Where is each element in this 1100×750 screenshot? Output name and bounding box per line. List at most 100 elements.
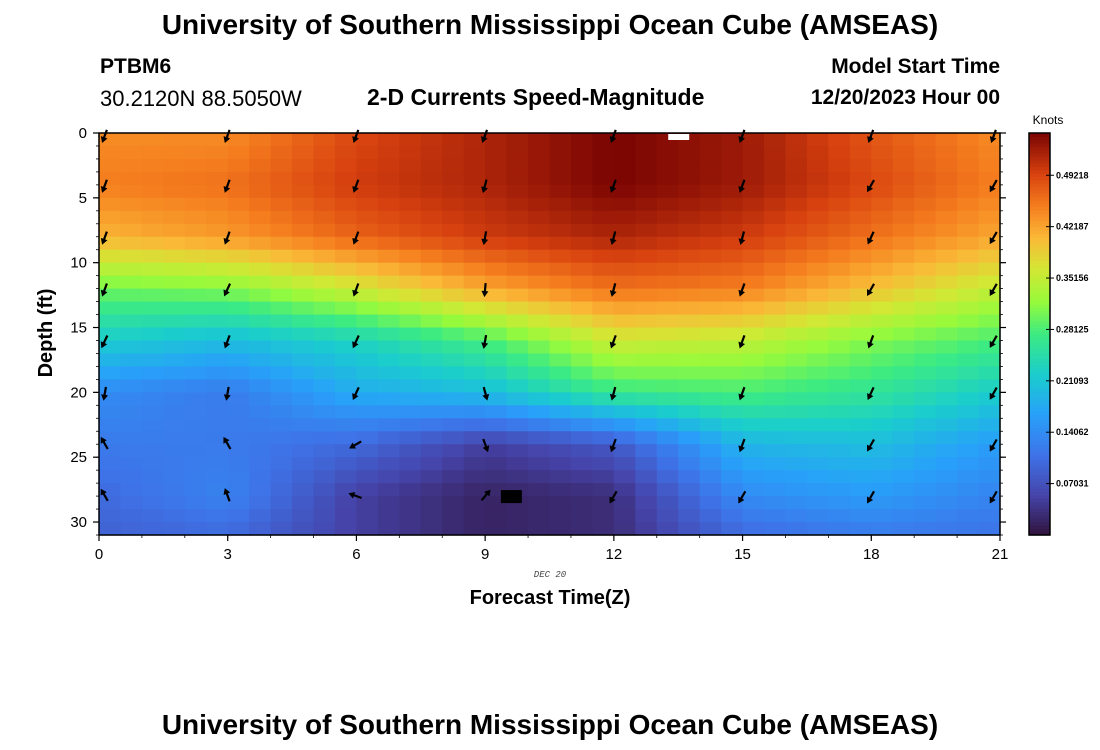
colorbar-segment — [1029, 390, 1050, 395]
heatmap-cell — [399, 496, 422, 510]
heatmap-cell — [742, 392, 765, 406]
heatmap-cell — [120, 301, 143, 316]
current-arrow — [867, 438, 875, 452]
current-arrow — [867, 231, 875, 245]
heatmap-cell — [828, 379, 851, 393]
heatmap-cell — [570, 301, 594, 316]
heatmap-cell — [227, 301, 250, 316]
heatmap-cell — [957, 145, 980, 160]
heatmap-cell — [249, 366, 272, 380]
heatmap-cell — [313, 522, 336, 536]
heatmap-cell — [699, 314, 722, 329]
heatmap-cell — [678, 210, 701, 225]
heatmap-cell — [184, 444, 207, 458]
heatmap-cell — [99, 158, 122, 173]
heatmap-cell — [270, 249, 293, 264]
heatmap-cell — [270, 171, 293, 186]
heatmap-cell — [99, 171, 122, 186]
heatmap-cell — [463, 133, 486, 147]
heatmap-cell — [914, 340, 937, 355]
heatmap-cell — [377, 249, 400, 264]
heatmap-cell — [356, 392, 379, 406]
heatmap-cell — [828, 314, 851, 329]
heatmap-cell — [892, 457, 915, 471]
heatmap-cell — [206, 444, 229, 458]
heatmap-cell — [227, 483, 250, 497]
colorbar-segment — [1029, 504, 1050, 509]
heatmap-cell — [206, 275, 229, 290]
heatmap-cell — [528, 249, 551, 264]
heatmap-cell — [871, 314, 894, 329]
heatmap-cell — [721, 418, 744, 432]
heatmap-cell — [313, 431, 336, 445]
heatmap-cell — [141, 133, 164, 147]
heatmap-cell — [356, 366, 379, 380]
colorbar-segment — [1029, 494, 1050, 499]
heatmap-cell — [99, 444, 122, 458]
colorbar-segment — [1029, 344, 1050, 348]
heatmap-cell — [420, 133, 443, 147]
heatmap-cell — [141, 236, 164, 251]
heatmap-cell — [227, 405, 250, 419]
heatmap-cell — [849, 366, 872, 380]
heatmap-cell — [764, 405, 787, 419]
heatmap-cell — [442, 418, 465, 432]
heatmap-cell — [806, 249, 829, 264]
heatmap-cell — [699, 405, 722, 419]
heatmap-cell — [506, 262, 529, 277]
heatmap-cell — [377, 522, 400, 536]
heatmap-cell — [978, 158, 1001, 173]
heatmap-cell — [742, 444, 765, 458]
heatmap-cell — [914, 223, 937, 238]
heatmap-cell — [635, 379, 658, 393]
heatmap-cell — [270, 405, 293, 419]
heatmap-cell — [699, 353, 722, 368]
heatmap-cell — [506, 457, 529, 471]
heatmap-cell — [678, 223, 701, 238]
heatmap-cell — [892, 158, 915, 173]
colorbar-segment — [1029, 303, 1050, 308]
colorbar-segment — [1029, 277, 1050, 281]
heatmap-cell — [656, 314, 679, 329]
colorbar-segment — [1029, 501, 1050, 506]
heatmap-cell — [849, 470, 872, 484]
heatmap-cell — [570, 522, 594, 536]
heatmap-cell — [313, 223, 336, 238]
colorbar-segment — [1029, 511, 1050, 516]
current-arrow — [223, 231, 231, 245]
heatmap-cell — [356, 340, 379, 355]
heatmap-cell — [957, 444, 980, 458]
heatmap-cell — [721, 405, 744, 419]
heatmap-cell — [978, 509, 1001, 523]
heatmap-cell — [270, 379, 293, 393]
heatmap-cell — [699, 340, 722, 355]
heatmap-cell — [399, 262, 422, 277]
heatmap-cell — [635, 392, 658, 406]
heatmap-cell — [163, 249, 186, 264]
heatmap-cell — [764, 223, 787, 238]
heatmap-cell — [806, 418, 829, 432]
heatmap-cell — [892, 418, 915, 432]
heatmap-cell — [313, 327, 336, 342]
heatmap-cell — [549, 275, 572, 290]
heatmap-cell — [99, 366, 122, 380]
heatmap-cell — [806, 275, 829, 290]
colorbar-segment — [1029, 340, 1050, 345]
colorbar-segment — [1029, 521, 1050, 526]
heatmap-cell — [141, 431, 164, 445]
heatmap-cell — [292, 158, 315, 173]
heatmap-cell — [120, 366, 143, 380]
heatmap-cell — [549, 444, 572, 458]
colorbar-segment — [1029, 531, 1050, 536]
heatmap-cell — [99, 470, 122, 484]
heatmap-cell — [742, 509, 765, 523]
heatmap-cell — [227, 457, 250, 471]
heatmap-cell — [892, 145, 915, 160]
heatmap-cell — [184, 249, 207, 264]
heatmap-cell — [613, 496, 636, 510]
heatmap-cell — [678, 197, 701, 212]
current-arrow — [867, 179, 875, 193]
heatmap-cell — [313, 496, 336, 510]
colorbar-segment — [1029, 334, 1050, 338]
heatmap-cell — [141, 210, 164, 225]
